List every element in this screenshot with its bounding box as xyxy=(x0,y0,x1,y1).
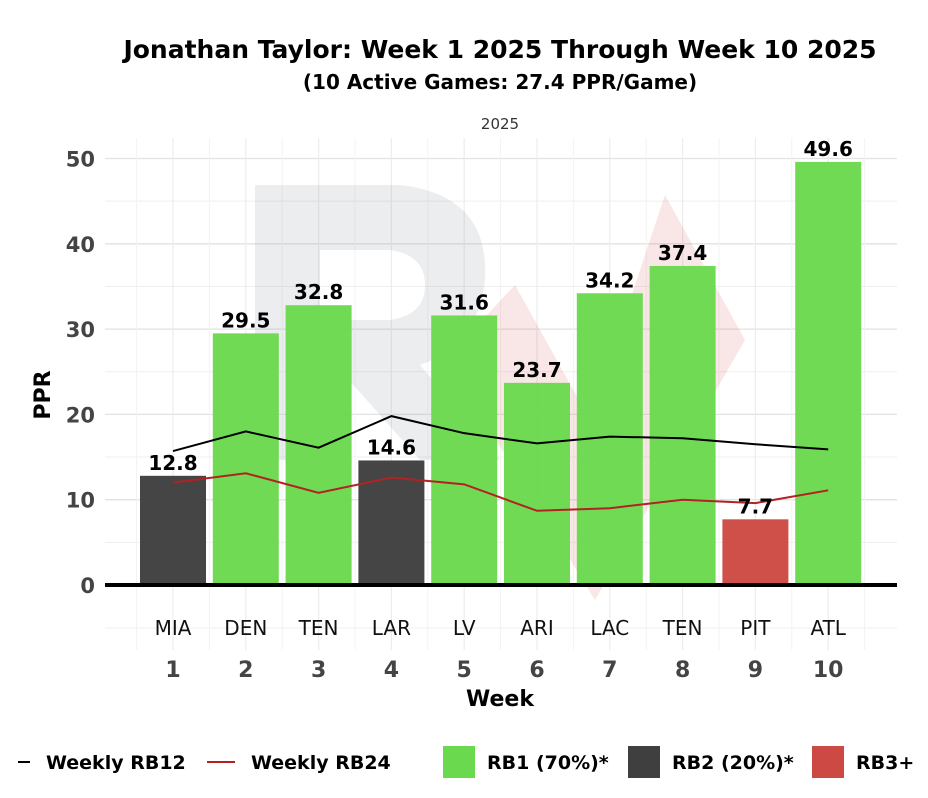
data-label: 7.7 xyxy=(738,494,773,518)
line-weekly-rb24 xyxy=(172,472,829,512)
opponent-label: LAR xyxy=(372,616,411,640)
legend-label: Weekly RB24 xyxy=(251,752,391,774)
opponent-label: TEN xyxy=(298,616,339,640)
data-label: 32.8 xyxy=(294,280,343,304)
x-tick-label: 9 xyxy=(748,658,763,683)
x-tick-label: 4 xyxy=(384,658,399,683)
legend-key xyxy=(812,746,844,778)
x-tick-label: 10 xyxy=(813,658,844,683)
y-tick-label: 0 xyxy=(80,574,95,598)
bars xyxy=(140,161,862,586)
opponent-label: ATL xyxy=(810,616,846,640)
opponent-labels: MIA DEN TEN LAR LV ARI LAC TEN PIT ATL xyxy=(155,616,847,640)
x-tick-label: 8 xyxy=(675,658,690,683)
legend-label: RB1 (70%)* xyxy=(487,752,609,774)
legend-key xyxy=(443,746,475,778)
line-weekly-rb12 xyxy=(172,415,829,453)
bar-week-5 xyxy=(431,315,498,585)
x-tick-label: 2 xyxy=(238,658,253,683)
x-axis-ticks: 1 2 3 4 5 6 7 8 9 10 xyxy=(165,658,843,683)
bar-week-8 xyxy=(649,265,716,585)
y-tick-label: 10 xyxy=(66,489,95,513)
data-labels: 12.8 29.5 32.8 14.6 31.6 23.7 34.2 37.4 7.7 49.6 xyxy=(148,137,853,518)
x-tick-label: 7 xyxy=(602,658,617,683)
bar-week-1 xyxy=(140,475,206,585)
reference-lines xyxy=(172,415,829,512)
opponent-label: TEN xyxy=(662,616,703,640)
y-tick-label: 30 xyxy=(66,318,95,342)
data-label: 23.7 xyxy=(512,358,561,382)
legend-key xyxy=(628,746,660,778)
data-label: 49.6 xyxy=(804,137,853,161)
legend-label: RB2 (20%)* xyxy=(672,752,794,774)
legend-item-rb3: RB3+ xyxy=(812,746,914,778)
opponent-label: ARI xyxy=(520,616,553,640)
bar-week-3 xyxy=(285,305,352,585)
legend: Weekly RB12 Weekly RB24 RB1 (70%)* RB2 (20%… xyxy=(18,746,914,778)
x-tick-label: 3 xyxy=(311,658,326,683)
data-label: 12.8 xyxy=(148,451,197,475)
opponent-label: MIA xyxy=(155,616,192,640)
legend-item-rb2-20: RB2 (20%)* xyxy=(628,746,794,778)
opponent-label: DEN xyxy=(224,616,267,640)
bar-week-9 xyxy=(722,519,789,585)
facet-label: 2025 xyxy=(481,115,519,133)
legend-label: Weekly RB12 xyxy=(46,752,186,774)
opponent-label: LV xyxy=(453,616,476,640)
data-label: 31.6 xyxy=(440,290,489,314)
legend-item-rb1-70: RB1 (70%)* xyxy=(443,746,609,778)
bar-week-6 xyxy=(504,382,570,585)
x-axis-label: Week xyxy=(466,687,535,712)
legend-label: RB3+ xyxy=(856,752,914,774)
legend-item-weekly-rb24: Weekly RB24 xyxy=(207,752,391,774)
chart-subtitle: (10 Active Games: 27.4 PPR/Game) xyxy=(303,70,697,94)
x-tick-label: 1 xyxy=(165,658,180,683)
bar-week-2 xyxy=(212,333,279,585)
y-tick-label: 50 xyxy=(66,148,95,172)
data-label: 37.4 xyxy=(658,241,707,265)
data-label: 14.6 xyxy=(367,435,416,459)
x-tick-label: 6 xyxy=(529,658,544,683)
data-label: 29.5 xyxy=(221,308,270,332)
opponent-label: LAC xyxy=(590,616,629,640)
opponent-label: PIT xyxy=(740,616,771,640)
y-tick-label: 20 xyxy=(66,403,95,427)
y-axis-ticks: 0 10 20 30 40 50 xyxy=(66,148,95,599)
data-label: 34.2 xyxy=(585,268,634,292)
chart-title: Jonathan Taylor: Week 1 2025 Through Wee… xyxy=(121,35,876,64)
bar-week-10 xyxy=(795,161,862,586)
x-tick-label: 5 xyxy=(457,658,472,683)
y-axis-label: PPR xyxy=(31,370,56,419)
y-tick-label: 40 xyxy=(66,233,95,257)
legend-item-weekly-rb12: Weekly RB12 xyxy=(18,752,186,774)
